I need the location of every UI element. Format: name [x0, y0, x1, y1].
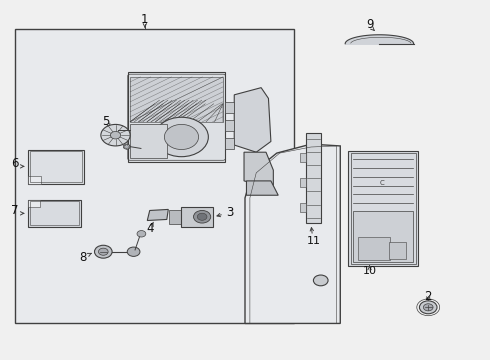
- Text: 7: 7: [11, 204, 18, 217]
- Circle shape: [419, 301, 437, 314]
- Bar: [15, 30, 294, 323]
- Text: 10: 10: [363, 266, 377, 276]
- Circle shape: [314, 275, 328, 286]
- Text: 6: 6: [11, 157, 18, 170]
- Circle shape: [98, 248, 108, 255]
- Bar: [300, 203, 306, 212]
- Bar: [169, 210, 181, 224]
- Bar: [350, 153, 416, 264]
- Circle shape: [127, 247, 140, 256]
- Circle shape: [123, 144, 130, 149]
- Bar: [29, 151, 82, 182]
- Text: 9: 9: [366, 18, 373, 31]
- Circle shape: [110, 131, 121, 139]
- Bar: [130, 125, 167, 158]
- Bar: [27, 200, 81, 226]
- Circle shape: [155, 117, 208, 157]
- Bar: [130, 77, 223, 122]
- Circle shape: [197, 213, 207, 220]
- Bar: [300, 153, 306, 162]
- Bar: [347, 151, 418, 266]
- Bar: [128, 72, 225, 162]
- Text: 2: 2: [424, 290, 432, 303]
- Bar: [225, 138, 234, 149]
- Bar: [225, 120, 234, 131]
- Circle shape: [101, 125, 130, 146]
- Bar: [353, 211, 413, 262]
- Polygon shape: [234, 87, 271, 152]
- Text: C: C: [379, 180, 384, 186]
- Text: 5: 5: [102, 115, 109, 128]
- Text: 8: 8: [79, 251, 86, 264]
- Text: 4: 4: [146, 222, 153, 235]
- Bar: [29, 201, 79, 225]
- Circle shape: [137, 230, 146, 237]
- Bar: [300, 178, 306, 187]
- Text: 3: 3: [226, 207, 233, 220]
- Polygon shape: [244, 152, 273, 188]
- Text: 1: 1: [141, 13, 148, 26]
- Bar: [225, 102, 234, 113]
- Polygon shape: [27, 176, 41, 184]
- Polygon shape: [245, 144, 340, 323]
- Circle shape: [95, 245, 112, 258]
- Bar: [181, 207, 213, 226]
- Polygon shape: [147, 210, 168, 221]
- Polygon shape: [246, 181, 278, 195]
- Bar: [27, 149, 84, 184]
- Circle shape: [194, 211, 211, 223]
- Text: 11: 11: [306, 236, 320, 246]
- Bar: [306, 134, 321, 223]
- Bar: [358, 237, 390, 260]
- Circle shape: [423, 304, 433, 311]
- Circle shape: [164, 125, 198, 149]
- Polygon shape: [27, 200, 40, 207]
- Bar: [389, 242, 406, 259]
